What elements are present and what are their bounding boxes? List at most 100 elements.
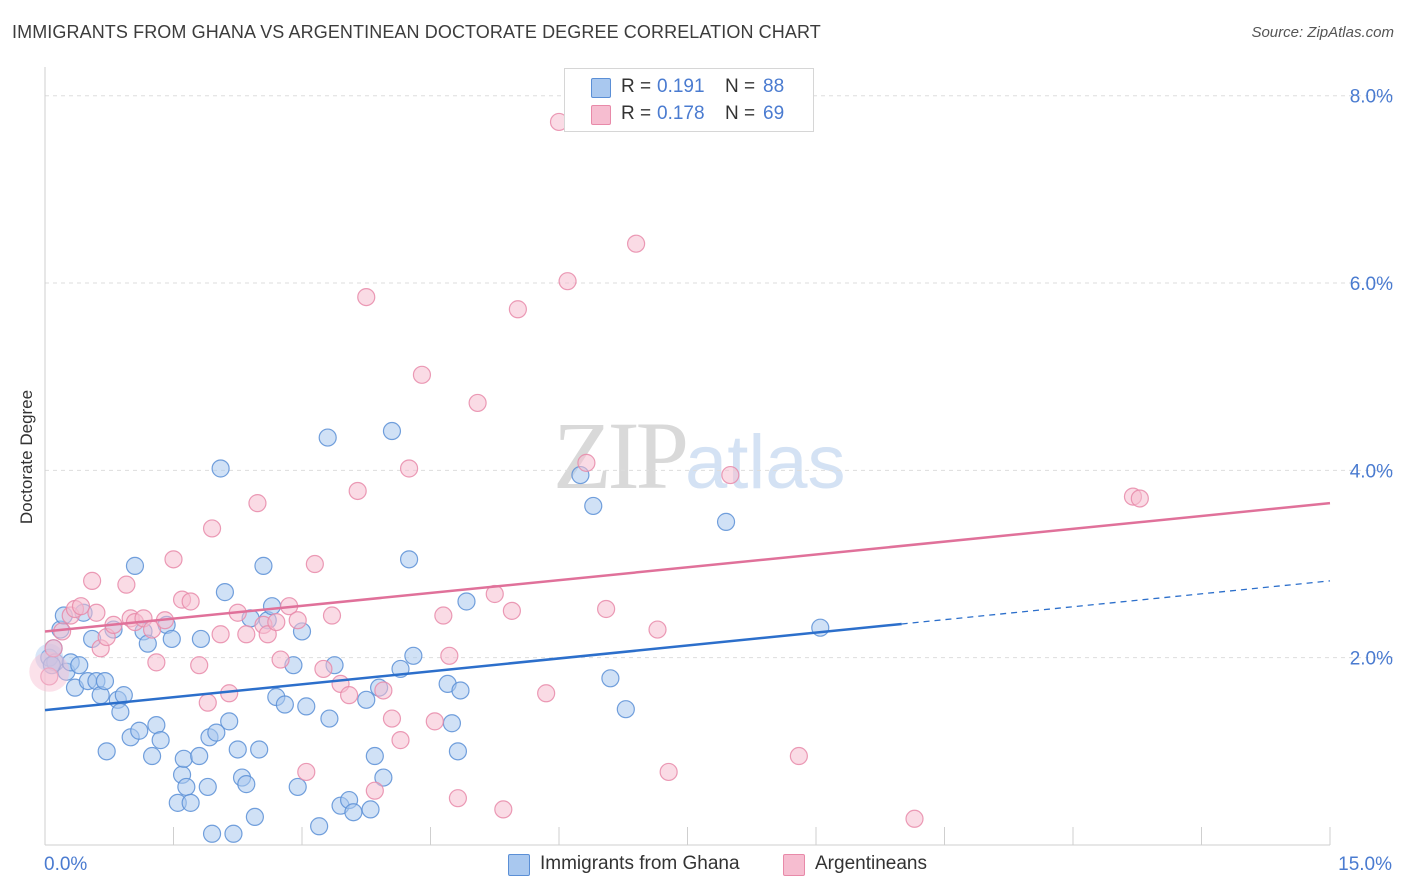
ghana-point (202, 824, 222, 843)
argentineans-point (202, 519, 222, 538)
argentineans-point (198, 693, 217, 712)
argentineans-point (44, 639, 63, 658)
grid (45, 95, 1395, 659)
argentineans-point (721, 465, 740, 485)
ghana-point (245, 807, 264, 827)
ghana-point (114, 686, 133, 705)
ghana-point (215, 583, 234, 602)
argentineans-point (502, 601, 521, 620)
argentineans-point (83, 571, 102, 590)
ghana-point (190, 746, 209, 766)
argentineans-point (164, 550, 183, 569)
stats-row-ghana: R = 0.191 N = 88 (565, 73, 813, 101)
n-label: N = (725, 76, 756, 97)
ghana-point (151, 731, 170, 750)
ghana-point (374, 768, 393, 787)
argentineans-point (412, 365, 432, 384)
stats-legend: R = 0.191 N = 88 R = 0.178 N = 69 (564, 68, 814, 132)
argentineans-point (558, 272, 577, 291)
ghana-point (97, 742, 116, 761)
tick-labels: 2.0% 4.0% 6.0% 8.0% 0.0% 15.0% (44, 87, 1393, 875)
argentineans-point-cluster (29, 651, 70, 692)
y-tick-label: 8.0% (1350, 87, 1393, 108)
argentineans-point (577, 453, 596, 472)
r-value: 0.178 (657, 103, 705, 124)
ghana-point (382, 421, 402, 441)
ghana-point (584, 496, 603, 516)
ghana-point (125, 556, 145, 575)
ghana-point (198, 777, 217, 797)
ghana-point (357, 690, 376, 709)
argentineans-point (597, 599, 616, 619)
ghana-point (224, 824, 243, 843)
x-tick-label: 15.0% (1338, 854, 1392, 875)
argentineans-point (117, 575, 136, 594)
series-legend: Immigrants from Ghana Argentineans (0, 852, 1406, 878)
argentineans-point (365, 781, 384, 800)
trend-lines (44, 501, 1331, 712)
argentineans-point (382, 709, 402, 728)
argentineans-point (190, 656, 209, 675)
watermark: ZIPatlas (553, 400, 846, 511)
y-tick-label: 2.0% (1350, 649, 1393, 670)
argentineans-point (905, 809, 924, 828)
r-label: R = (621, 103, 652, 124)
argentineans-point (537, 684, 556, 703)
series-argentineans-points (29, 112, 1149, 828)
argentineans-point (267, 612, 286, 632)
ghana-point (250, 740, 269, 759)
ghana-trend-line (44, 622, 902, 712)
ghana-point (310, 817, 329, 836)
argentineans-point (440, 646, 459, 665)
argentineans-point (374, 681, 393, 700)
ghana-point (142, 746, 162, 766)
ghana-point (451, 681, 470, 700)
argentineans-swatch (591, 105, 611, 125)
argentineans-point (789, 746, 808, 766)
argentineans-point (71, 597, 91, 616)
ghana-point (162, 629, 181, 649)
ghana-point (399, 550, 419, 569)
argentineans-point (87, 603, 106, 622)
legend-label-ghana: Immigrants from Ghana (540, 853, 740, 874)
argentineans-point (181, 592, 200, 611)
argentineans-point (626, 234, 646, 253)
legend-label-argentineans: Argentineans (815, 853, 927, 874)
argentineans-point (659, 762, 678, 782)
ghana-point (207, 723, 226, 742)
argentineans-point (399, 459, 419, 478)
argentineans-point (494, 800, 513, 819)
argentineans-point (147, 653, 166, 672)
ghana-point (275, 695, 294, 714)
watermark-atlas: atlas (685, 420, 846, 505)
ghana-point (297, 697, 316, 716)
axes (44, 67, 1331, 846)
ghana-point (344, 803, 363, 822)
argentineans-legend-swatch (783, 854, 805, 876)
argentineans-point (314, 659, 333, 679)
r-value: 0.191 (657, 76, 705, 97)
argentineans-point (297, 762, 316, 782)
ghana-point (320, 709, 339, 728)
r-label: R = (621, 76, 652, 97)
ghana-point (174, 749, 193, 768)
ghana-point (361, 800, 380, 819)
argentineans-point (248, 494, 267, 513)
ghana-point (177, 777, 196, 797)
argentineans-point (237, 625, 256, 644)
ghana-point (237, 775, 256, 794)
argentineans-point (340, 686, 359, 705)
argentineans-point (434, 606, 453, 625)
argentineans-point (357, 287, 376, 307)
argentineans-point (322, 606, 342, 625)
argentineans-point (391, 731, 410, 750)
ghana-point (288, 777, 307, 797)
ghana-point (616, 700, 635, 719)
argentineans-trend-line (44, 501, 1331, 633)
argentineans-point (648, 620, 667, 639)
ghana-legend-swatch (508, 854, 530, 876)
chart-title: IMMIGRANTS FROM GHANA VS ARGENTINEAN DOC… (12, 22, 821, 42)
series-ghana-points (35, 421, 830, 843)
ghana-point (318, 428, 337, 447)
